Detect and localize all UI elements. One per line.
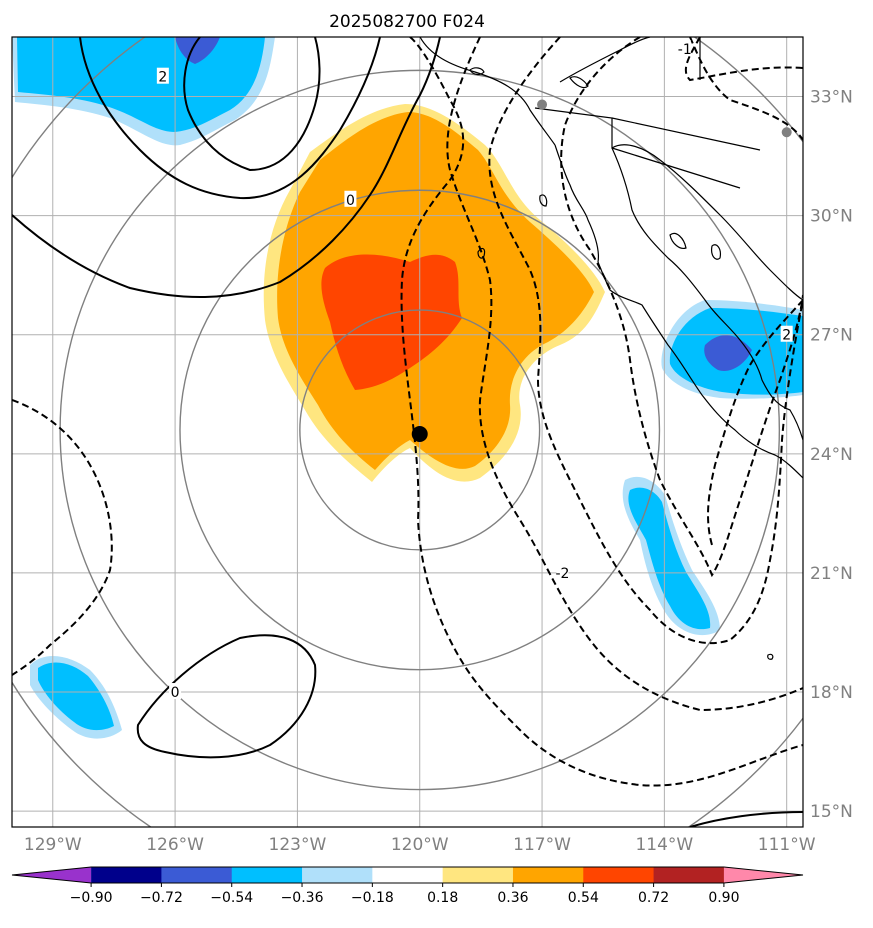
contour-positive-outer	[12, 37, 441, 299]
longitude-tick-label: 120°W	[391, 835, 449, 855]
colorbar-segment	[653, 867, 725, 883]
storm-center-marker	[411, 425, 428, 442]
island-tiburon	[669, 232, 687, 249]
border-arizona	[611, 117, 761, 151]
anomaly-fill-deep-sky-baja	[628, 487, 711, 630]
contour-negative-west	[12, 399, 113, 676]
border-us-mexico	[534, 107, 741, 189]
contour-label: 2	[158, 70, 167, 86]
range-ring	[59, 69, 781, 791]
colorbar-segment	[583, 867, 655, 883]
anomaly-fill-red-orange	[321, 254, 462, 390]
latitude-tick-label: 30°N	[810, 207, 853, 227]
contour-negative-2	[446, 37, 803, 712]
colorbar-segment	[442, 867, 514, 883]
longitude-tick-label: 129°W	[24, 835, 82, 855]
solid-contours	[12, 37, 803, 827]
island-cedros	[539, 194, 548, 207]
contour-label: 2	[782, 328, 791, 344]
colorbar-tick-label: −0.72	[140, 890, 183, 906]
anomaly-fill-royal-blue-east	[704, 335, 752, 371]
island-guadalupe	[477, 247, 486, 259]
colorbar-tick-label: 0.90	[708, 890, 739, 906]
map-title: 2025082700 F024	[329, 12, 485, 32]
range-ring	[299, 309, 541, 551]
contour-positive-inner	[183, 37, 321, 172]
island-channel-1	[469, 67, 485, 76]
contour-negative-4	[560, 37, 803, 578]
negative-anomaly-regions	[12, 37, 803, 739]
dashed-contours	[12, 37, 803, 787]
contour-label-bg	[678, 39, 691, 56]
latitude-labels: 15°N 18°N 21°N 24°N 27°N 30°N 33°N	[810, 88, 853, 823]
latitude-tick-label: 24°N	[810, 445, 853, 465]
colorbar-segment	[372, 867, 444, 883]
island-gulf-2	[711, 244, 721, 260]
colorbar-segment	[91, 867, 162, 883]
colorbar-extend-low	[12, 867, 92, 883]
colorbar-tick-labels: −0.90 −0.72 −0.54 −0.36 −0.18 0.18 0.36 0.54 0.7…	[70, 883, 739, 906]
longitude-tick-label: 126°W	[146, 835, 204, 855]
contour-label-bg	[344, 190, 357, 207]
range-ring	[179, 189, 661, 671]
coastline-baja-west	[554, 144, 803, 479]
contour-negative-1	[400, 37, 803, 787]
colorbar-segment	[302, 867, 373, 883]
colorbar-segment	[512, 867, 584, 883]
contour-label: -1	[678, 42, 692, 58]
anomaly-fill-royal-blue-nw	[175, 37, 220, 64]
longitude-tick-label: 111°W	[758, 835, 816, 855]
island-channel-2	[569, 76, 589, 89]
contour-label: 0	[346, 193, 355, 209]
colorbar-extend-high	[723, 867, 803, 883]
point-markers	[411, 99, 792, 442]
city-marker	[537, 99, 548, 110]
contour-label-bg	[169, 683, 182, 700]
colorbar-tick-label: −0.36	[281, 890, 324, 906]
colorbar-tick-label: 0.36	[497, 890, 528, 906]
city-marker	[781, 127, 792, 138]
colorbar-tick-label: −0.18	[351, 890, 394, 906]
latitude-tick-label: 27°N	[810, 326, 853, 346]
contour-negative-5	[689, 37, 803, 141]
contour-label-bg	[156, 67, 169, 84]
colorbar-tick-label: 0.72	[638, 890, 669, 906]
longitude-tick-label: 117°W	[513, 835, 571, 855]
latitude-tick-label: 33°N	[810, 88, 853, 108]
coastline-sonora	[611, 144, 803, 301]
latitude-tick-label: 18°N	[810, 683, 853, 703]
contour-label-bg	[780, 325, 793, 342]
anomaly-fill-deep-sky-nw	[17, 37, 265, 132]
contour-zero-sw	[136, 634, 317, 759]
colorbar-tick-label: 0.18	[427, 890, 458, 906]
contour-label: -2	[555, 566, 569, 582]
latitude-tick-label: 21°N	[810, 564, 853, 584]
latitude-tick-label: 15°N	[810, 802, 853, 822]
colorbar-tick-label: −0.54	[210, 890, 253, 906]
contour-south-edge	[689, 811, 803, 827]
longitude-tick-label: 114°W	[635, 835, 693, 855]
contour-positive-mid	[79, 37, 381, 200]
range-rings	[12, 37, 803, 827]
map-frame	[11, 36, 804, 828]
colorbar-tick-label: 0.54	[568, 890, 599, 906]
contour-negative-east-inner	[707, 299, 803, 546]
contour-label-bg	[556, 563, 569, 580]
colorbar-segment	[231, 867, 303, 883]
anomaly-fill-deep-sky-sw	[38, 662, 114, 731]
island-socorro	[767, 653, 774, 660]
colorbar-tick-label: −0.90	[70, 890, 113, 906]
colorbar	[11, 866, 804, 884]
map-plot-area: 2 0 0 -2 -1 2	[12, 37, 803, 827]
coastline-california	[419, 37, 556, 146]
contour-label: 0	[171, 685, 180, 701]
longitude-labels: 129°W 126°W 123°W 120°W 117°W 114°W 111°W	[24, 835, 816, 855]
longitude-tick-label: 123°W	[269, 835, 327, 855]
contour-negative-3	[488, 37, 803, 645]
contour-labels: 2 0 0 -2 -1 2	[156, 39, 793, 701]
colorbar-segment	[161, 867, 233, 883]
